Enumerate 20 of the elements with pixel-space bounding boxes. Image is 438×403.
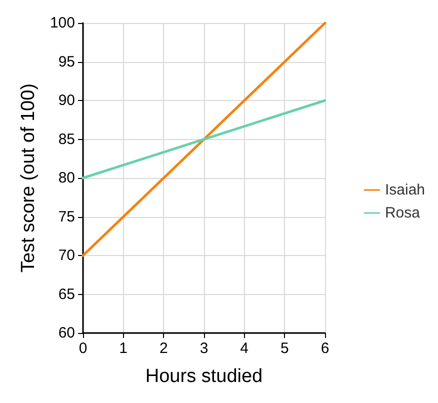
y-tick-label: 100 [50,14,75,32]
y-tick-label: 60 [58,324,75,342]
x-tick-label: 5 [280,340,289,357]
legend-label: Rosa [384,204,421,222]
y-axis-title: Test score (out of 100) [18,83,39,273]
x-tick-label: 6 [320,340,330,357]
x-tick-label: 4 [240,340,249,357]
y-tick-label: 85 [58,130,75,148]
legend-label: Isaiah [384,182,426,198]
y-tick-label: 70 [58,247,75,264]
x-tick-label: 0 [78,340,88,357]
x-tick-label: 1 [119,340,128,357]
x-axis-title: Hours studied [145,366,263,387]
x-tick-label: 2 [159,340,168,357]
y-tick-label: 95 [58,53,75,70]
y-tick-label: 90 [58,92,75,109]
y-tick-label: 65 [58,286,75,303]
y-tick-label: 80 [58,170,75,186]
x-tick-label: 3 [200,340,208,357]
y-tick-label: 75 [58,208,75,226]
